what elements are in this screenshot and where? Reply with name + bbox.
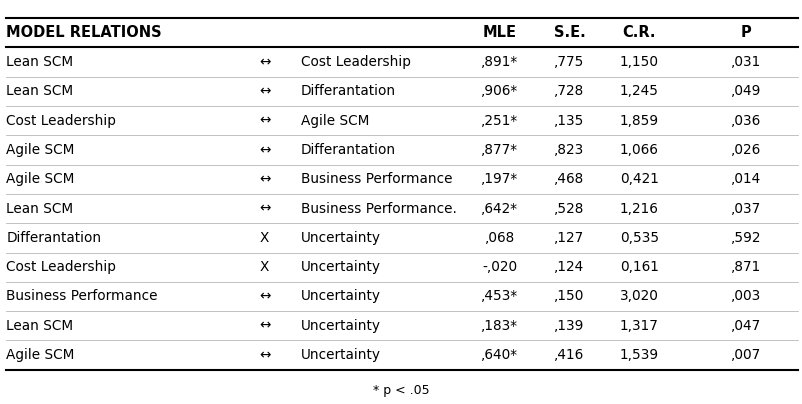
Text: 0,161: 0,161 [620,260,658,274]
Text: ,014: ,014 [731,172,761,186]
Text: MODEL RELATIONS: MODEL RELATIONS [6,25,162,40]
Text: ,049: ,049 [731,84,761,99]
Text: ,007: ,007 [731,348,761,362]
Text: Lean SCM: Lean SCM [6,202,74,216]
Text: ,775: ,775 [554,55,585,69]
Text: ,468: ,468 [554,172,585,186]
Text: ↔: ↔ [259,202,270,216]
Text: Business Performance: Business Performance [6,289,158,303]
Text: Agile SCM: Agile SCM [301,114,369,128]
Text: Cost Leadership: Cost Leadership [6,260,116,274]
Text: ,139: ,139 [554,319,585,333]
Text: ↔: ↔ [259,84,270,99]
Text: ,026: ,026 [731,143,761,157]
Text: ,127: ,127 [554,231,585,245]
Text: ,197*: ,197* [481,172,518,186]
Text: 0,421: 0,421 [620,172,658,186]
Text: ,037: ,037 [731,202,761,216]
Text: ,453*: ,453* [481,289,518,303]
Text: Lean SCM: Lean SCM [6,55,74,69]
Text: ,728: ,728 [554,84,585,99]
Text: Cost Leadership: Cost Leadership [301,55,411,69]
Text: Differantation: Differantation [301,84,396,99]
Text: 1,539: 1,539 [620,348,658,362]
Text: 1,150: 1,150 [620,55,658,69]
Text: * p < .05: * p < .05 [373,384,429,397]
Text: Business Performance: Business Performance [301,172,452,186]
Text: ,135: ,135 [554,114,585,128]
Text: Differantation: Differantation [301,143,396,157]
Text: ,906*: ,906* [481,84,518,99]
Text: Differantation: Differantation [6,231,102,245]
Text: Agile SCM: Agile SCM [6,143,75,157]
Text: 3,020: 3,020 [620,289,658,303]
Text: ↔: ↔ [259,143,270,157]
Text: -,020: -,020 [482,260,517,274]
Text: P: P [740,25,751,40]
Text: Business Performance.: Business Performance. [301,202,456,216]
Text: Uncertainty: Uncertainty [301,319,381,333]
Text: ↔: ↔ [259,114,270,128]
Text: ,528: ,528 [554,202,585,216]
Text: 1,245: 1,245 [620,84,658,99]
Text: ,823: ,823 [554,143,585,157]
Text: ↔: ↔ [259,348,270,362]
Text: 1,216: 1,216 [620,202,658,216]
Text: 1,317: 1,317 [620,319,658,333]
Text: ,036: ,036 [731,114,761,128]
Text: 1,066: 1,066 [620,143,658,157]
Text: ,251*: ,251* [481,114,518,128]
Text: S.E.: S.E. [553,25,585,40]
Text: ,003: ,003 [731,289,761,303]
Text: Cost Leadership: Cost Leadership [6,114,116,128]
Text: Uncertainty: Uncertainty [301,260,381,274]
Text: ,047: ,047 [731,319,761,333]
Text: Lean SCM: Lean SCM [6,319,74,333]
Text: ↔: ↔ [259,172,270,186]
Text: X: X [260,260,269,274]
Text: Lean SCM: Lean SCM [6,84,74,99]
Text: ,124: ,124 [554,260,585,274]
Text: Uncertainty: Uncertainty [301,231,381,245]
Text: ,642*: ,642* [481,202,518,216]
Text: Uncertainty: Uncertainty [301,289,381,303]
Text: ,183*: ,183* [481,319,518,333]
Text: Uncertainty: Uncertainty [301,348,381,362]
Text: 0,535: 0,535 [620,231,658,245]
Text: ,068: ,068 [484,231,515,245]
Text: ↔: ↔ [259,55,270,69]
Text: MLE: MLE [483,25,516,40]
Text: ↔: ↔ [259,289,270,303]
Text: X: X [260,231,269,245]
Text: ,416: ,416 [554,348,585,362]
Text: ,592: ,592 [731,231,761,245]
Text: ↔: ↔ [259,319,270,333]
Text: ,871: ,871 [731,260,761,274]
Text: C.R.: C.R. [622,25,656,40]
Text: ,031: ,031 [731,55,761,69]
Text: ,640*: ,640* [481,348,518,362]
Text: ,891*: ,891* [481,55,518,69]
Text: 1,859: 1,859 [620,114,658,128]
Text: ,877*: ,877* [481,143,518,157]
Text: ,150: ,150 [554,289,585,303]
Text: Agile SCM: Agile SCM [6,348,75,362]
Text: Agile SCM: Agile SCM [6,172,75,186]
